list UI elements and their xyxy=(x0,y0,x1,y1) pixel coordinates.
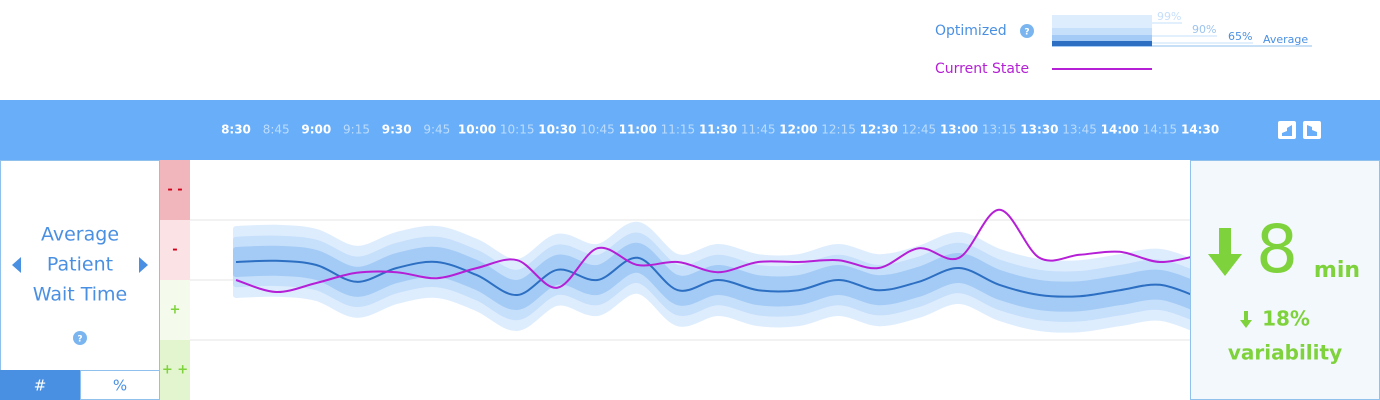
time-label: 12:15 xyxy=(821,123,856,137)
legend-band-label: 65% xyxy=(1228,30,1252,43)
time-label: 9:30 xyxy=(382,123,412,137)
tab-label: % xyxy=(113,377,127,395)
tab-label: # xyxy=(34,377,47,395)
legend-label: Current State xyxy=(935,61,1029,77)
metric-panel xyxy=(0,160,160,400)
zone xyxy=(160,340,190,400)
time-label: 9:15 xyxy=(343,123,370,137)
time-label: 8:30 xyxy=(221,123,251,137)
time-label: 8:45 xyxy=(263,123,290,137)
time-label: 14:00 xyxy=(1101,123,1139,137)
legend-average xyxy=(1052,41,1152,46)
time-bar xyxy=(0,100,1380,160)
zone xyxy=(160,220,190,280)
zone-label: - - xyxy=(167,183,182,198)
prev-arrow[interactable] xyxy=(12,257,21,273)
next-arrow[interactable] xyxy=(139,257,148,273)
metric-title: Average xyxy=(41,224,119,246)
zone-label: + + xyxy=(162,363,188,378)
series-line xyxy=(235,208,1190,294)
zone xyxy=(160,160,190,220)
summary-panel xyxy=(1190,160,1380,400)
time-label: 12:30 xyxy=(860,123,898,137)
icon xyxy=(1307,125,1317,136)
time-label: 11:45 xyxy=(741,123,776,137)
down-arrow-small xyxy=(1240,311,1252,328)
help-text: ? xyxy=(1024,28,1029,38)
series-line xyxy=(235,256,1190,298)
time-label: 9:45 xyxy=(423,123,450,137)
zone-label: + xyxy=(170,303,181,318)
summary-unit: min xyxy=(1314,258,1360,283)
zone-label: - xyxy=(172,243,177,258)
legend-average-label: Average xyxy=(1263,33,1308,46)
confidence-band xyxy=(233,242,1190,312)
time-label: 12:00 xyxy=(779,123,817,137)
time-label: 11:15 xyxy=(661,123,696,137)
time-label: 13:30 xyxy=(1020,123,1058,137)
time-label: 12:45 xyxy=(902,123,937,137)
zone xyxy=(160,280,190,340)
time-label: 11:00 xyxy=(619,123,657,137)
summary-value: 8 xyxy=(1256,211,1298,288)
time-label: 13:00 xyxy=(940,123,978,137)
time-label: 10:30 xyxy=(538,123,576,137)
tab-count[interactable] xyxy=(0,370,80,400)
tab-percent[interactable] xyxy=(80,370,160,400)
icon xyxy=(1282,125,1292,136)
plot xyxy=(233,208,1190,333)
metric-title: Wait Time xyxy=(33,284,127,306)
time-label: 10:45 xyxy=(580,123,615,137)
down-arrow xyxy=(1208,228,1242,276)
time-label: 11:30 xyxy=(699,123,737,137)
help-text: ? xyxy=(77,335,82,345)
legend-label: Optimized xyxy=(935,23,1007,39)
metric-title: Patient xyxy=(47,254,113,276)
legend-band-label: 90% xyxy=(1192,23,1216,36)
help-icon[interactable] xyxy=(1020,24,1034,38)
time-label: 10:15 xyxy=(500,123,535,137)
time-label: 13:45 xyxy=(1062,123,1097,137)
time-label: 9:00 xyxy=(301,123,331,137)
summary-change-label: variability xyxy=(1228,341,1342,365)
time-label: 14:15 xyxy=(1143,123,1178,137)
time-label: 10:00 xyxy=(458,123,496,137)
time-label: 14:30 xyxy=(1181,123,1219,137)
legend-band-label: 99% xyxy=(1157,10,1181,23)
time-label: 13:15 xyxy=(982,123,1017,137)
help-icon[interactable] xyxy=(73,331,87,345)
summary-change: 18% xyxy=(1262,307,1310,331)
